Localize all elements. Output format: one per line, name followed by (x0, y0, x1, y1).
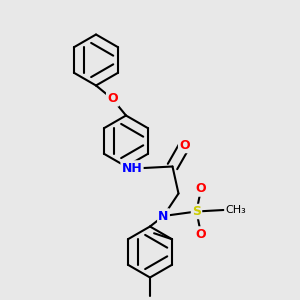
Text: NH: NH (122, 161, 142, 175)
Text: CH₃: CH₃ (225, 205, 246, 215)
Text: N: N (158, 209, 169, 223)
Text: O: O (196, 182, 206, 196)
Text: S: S (192, 205, 201, 218)
Text: O: O (179, 139, 190, 152)
Text: O: O (107, 92, 118, 106)
Text: O: O (196, 227, 206, 241)
